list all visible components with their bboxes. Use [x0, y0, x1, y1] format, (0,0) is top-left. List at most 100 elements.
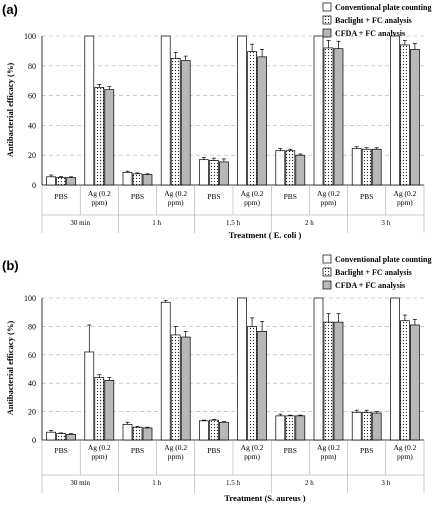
- bar-baclight: [247, 326, 257, 441]
- bar-cfda: [257, 56, 267, 186]
- legend-label-baclight: Baclight + FC analysis: [335, 16, 412, 25]
- x-tick-label: PBS: [207, 192, 220, 201]
- group-label: 3 h: [381, 219, 390, 227]
- legend-label-plate: Conventional plate counting: [335, 3, 431, 12]
- panel-a-label: (a): [2, 2, 18, 17]
- group-label: 1 h: [152, 479, 161, 487]
- bar-cfda: [142, 427, 153, 441]
- bar-baclight: [400, 44, 410, 186]
- group-label: 30 min: [70, 219, 90, 227]
- y-tick-label: 0: [32, 181, 36, 190]
- panel-a-xlabel: Treatment ( E. coli ): [229, 230, 302, 240]
- y-tick-label: 40: [28, 379, 36, 388]
- group-label: 1.5 h: [226, 479, 241, 487]
- bar-baclight: [323, 47, 334, 186]
- y-tick-label: 80: [28, 322, 36, 331]
- bar-cfda: [180, 60, 191, 186]
- bar-baclight: [170, 57, 181, 186]
- bar-cfda: [410, 49, 420, 186]
- group-label: 2 h: [305, 219, 314, 227]
- x-tick-label: Ag (0.2 ppm): [88, 189, 111, 207]
- x-tick-label: Ag (0.2 ppm): [241, 189, 264, 207]
- x-tick-label: Ag (0.2 ppm): [164, 443, 187, 461]
- x-tick-label: PBS: [54, 446, 67, 455]
- bar-cfda: [257, 331, 267, 441]
- panel-b-xlabel: Treatment (S. aureus ): [224, 493, 305, 503]
- bar-baclight: [209, 160, 219, 186]
- x-tick-label: Ag (0.2 ppm): [88, 443, 111, 461]
- bar-cfda: [219, 421, 229, 441]
- group-label: 1.5 h: [226, 219, 241, 227]
- bar-plate: [351, 411, 362, 441]
- bar-plate: [237, 35, 247, 186]
- legend-swatch-plate: [322, 2, 332, 12]
- bar-baclight: [170, 334, 181, 441]
- bar-baclight: [56, 177, 66, 186]
- x-tick-label: Ag (0.2 ppm): [317, 443, 340, 461]
- bar-baclight: [132, 426, 143, 441]
- x-tick-label: Ag (0.2 ppm): [317, 189, 340, 207]
- x-tick-label: PBS: [54, 192, 67, 201]
- y-tick-label: 60: [28, 92, 36, 101]
- panel-a-plot: 0 20 40 60 80 100 PBS Ag (0.2 ppm) PBS Ag (0.2 ppm)…: [24, 32, 425, 233]
- group-label: 30 min: [70, 479, 90, 487]
- bar-cfda: [66, 433, 76, 441]
- group-label: 3 h: [381, 479, 390, 487]
- bar-plate: [160, 301, 171, 441]
- x-tick-label: PBS: [207, 446, 220, 455]
- bar-cfda: [295, 154, 306, 186]
- bar-baclight: [285, 415, 296, 441]
- y-tick-label: 100: [24, 32, 36, 41]
- x-tick-label: Ag (0.2 ppm): [241, 443, 264, 461]
- bar-baclight: [94, 87, 105, 186]
- bar-cfda: [410, 324, 420, 441]
- x-tick-label: Ag (0.2 ppm): [164, 189, 187, 207]
- panel-b-plot: 0 20 40 60 80 100 PBS Ag (0.2 ppm) PBS Ag (0.2 ppm)…: [24, 294, 425, 493]
- panel-b-ylabel: Antibacterial efficacy (%): [5, 321, 15, 416]
- group-label: 2 h: [305, 479, 314, 487]
- bar-baclight: [132, 173, 143, 186]
- legend-label-cfda: CFDA + FC analysis: [335, 29, 405, 38]
- bar-cfda: [371, 148, 382, 186]
- bar-plate: [313, 297, 324, 441]
- y-tick-label: 20: [28, 151, 36, 160]
- x-tick-label: PBS: [131, 192, 144, 201]
- bar-plate: [237, 297, 247, 441]
- bar-cfda: [295, 415, 306, 441]
- legend-swatch-cfda: [322, 280, 332, 290]
- bar-baclight: [323, 321, 334, 441]
- bar-plate: [84, 35, 95, 186]
- bar-cfda: [333, 48, 344, 186]
- bar-cfda: [66, 177, 76, 186]
- y-tick-label: 0: [32, 436, 36, 445]
- legend-label-cfda: CFDA + FC analysis: [335, 281, 405, 290]
- x-tick-label: PBS: [131, 446, 144, 455]
- group-label: 1 h: [152, 219, 161, 227]
- y-tick-label: 40: [28, 121, 36, 130]
- x-tick-label: Ag (0.2 ppm): [393, 443, 416, 461]
- y-tick-label: 100: [24, 294, 36, 303]
- legend-swatch-baclight: [322, 267, 332, 277]
- bar-cfda: [180, 336, 191, 441]
- x-tick-label: PBS: [284, 192, 297, 201]
- bar-cfda: [142, 174, 153, 186]
- y-tick-label: 20: [28, 408, 36, 417]
- bar-plate: [46, 176, 56, 186]
- bar-baclight: [94, 377, 105, 441]
- bar-plate: [122, 424, 133, 441]
- bar-plate: [46, 431, 56, 441]
- bar-plate: [313, 35, 324, 186]
- bar-baclight: [247, 51, 257, 186]
- x-tick-label: PBS: [360, 446, 373, 455]
- panel-b-label: (b): [2, 258, 19, 273]
- bar-baclight: [56, 433, 66, 441]
- legend-swatch-plate: [322, 254, 332, 264]
- bar-baclight: [400, 320, 410, 441]
- bar-plate: [390, 297, 400, 441]
- panel-b-legend: Conventional plate counting Baclight + F…: [322, 254, 431, 290]
- bar-baclight: [361, 411, 372, 441]
- bar-plate: [160, 35, 171, 186]
- legend-swatch-baclight: [322, 15, 332, 25]
- y-tick-label: 60: [28, 351, 36, 360]
